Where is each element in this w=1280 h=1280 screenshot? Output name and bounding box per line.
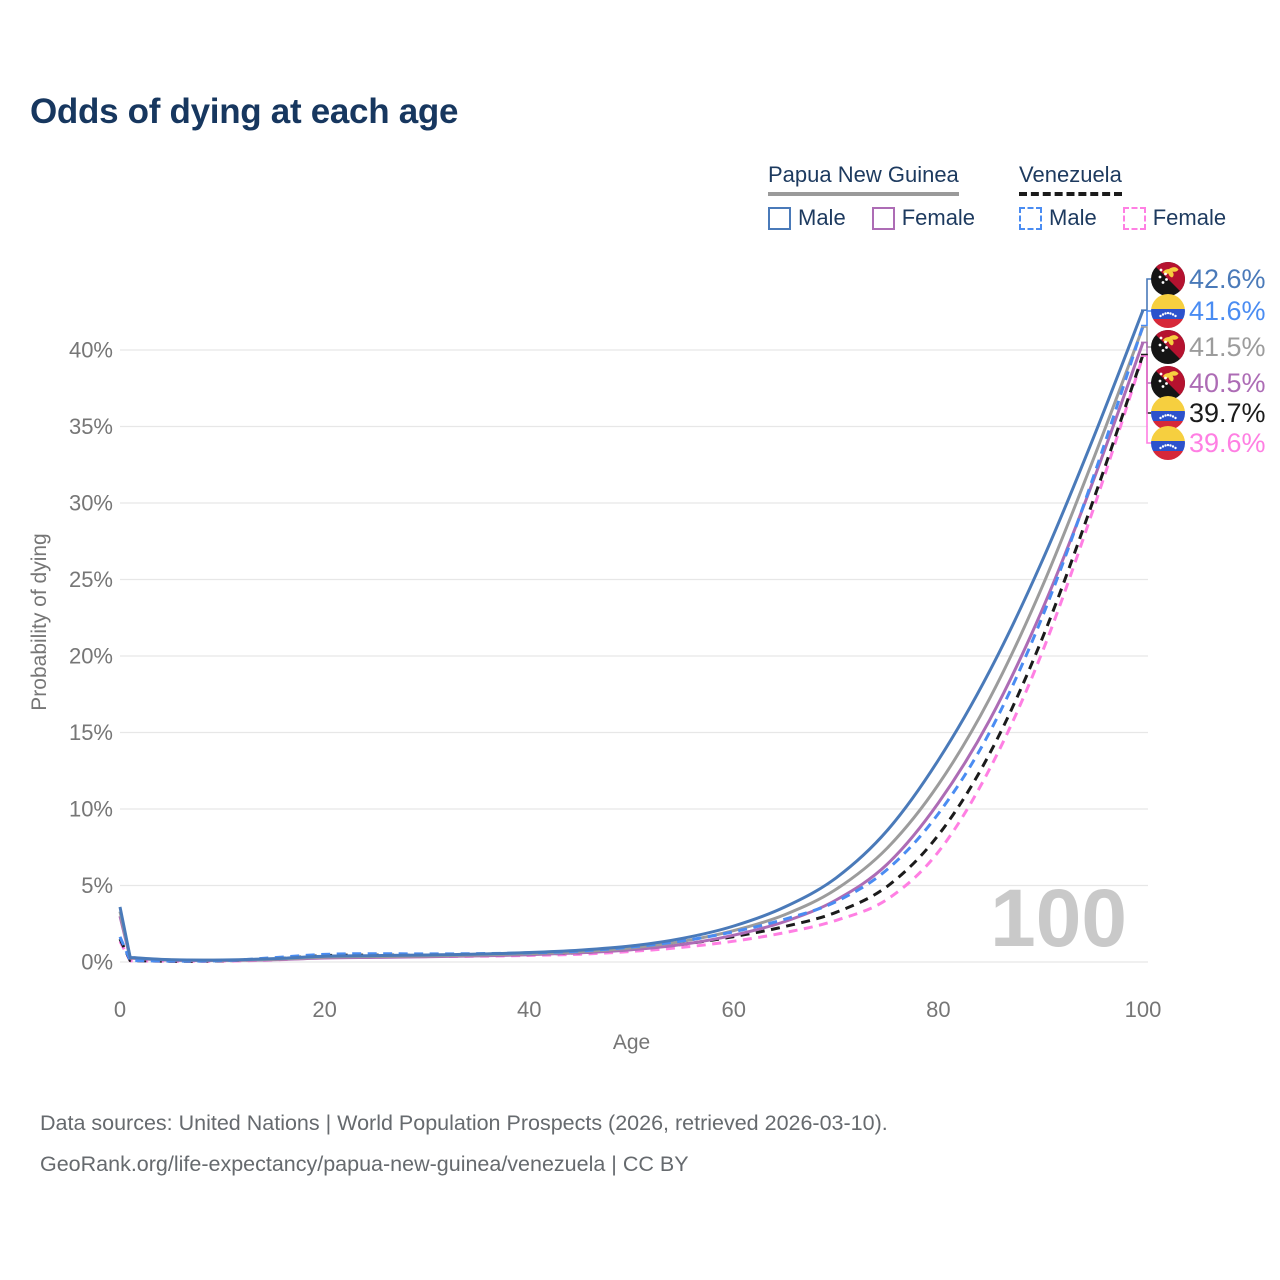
x-tick-label: 20 [312,997,336,1022]
series-line-png-male [118,309,1145,962]
flag-icon-papua-new-guinea [1151,330,1185,364]
age-indicator-watermark: 100 [990,873,1127,964]
y-tick-label: 0% [81,950,113,975]
y-tick-label: 20% [69,644,113,669]
flag-icon-papua-new-guinea [1151,262,1185,296]
legend-swatch-ven-male [1019,206,1043,230]
chart-legend: Papua New Guinea Male Female Venezuela M… [768,162,1226,231]
y-tick-label: 15% [69,720,113,745]
mortality-chart: 0% 5% 10% 15% 20% 25% 30% 35% 40% 0 20 40 60 80 100 Age… [28,262,1266,1054]
x-tick-label: 0 [114,997,126,1022]
x-tick-label: 80 [926,997,950,1022]
y-tick-label: 10% [69,797,113,822]
legend-item-ven-male[interactable]: Male [1019,205,1097,231]
chart-footer: Data sources: United Nations | World Pop… [40,1103,888,1185]
legend-item-label: Female [1152,205,1227,230]
label-connector-ven-female [1141,355,1151,444]
flag-icon-venezuela [1151,396,1185,430]
y-tick-label: 35% [69,414,113,439]
label-connector-png-male [1141,278,1151,311]
legend-item-png-female[interactable]: Female [871,205,976,231]
end-value-label-ven-male: 41.6% [1189,296,1266,326]
x-tick-label: 60 [722,997,746,1022]
x-tick-label: 40 [517,997,541,1022]
legend-swatch-png-male [768,206,791,230]
y-axis-title: Probability of dying [28,533,51,710]
plot-area[interactable] [120,268,1143,962]
label-connector-png-both [1141,326,1151,348]
legend-swatch-png-female [871,206,895,230]
y-tick-label: 40% [69,338,113,363]
flag-icon-venezuela [1151,426,1185,460]
legend-group-venezuela: Venezuela Male Female [1019,162,1226,231]
label-connector-ven-male [1141,310,1151,327]
y-tick-label: 5% [81,873,113,898]
data-sources-line: Data sources: United Nations | World Pop… [40,1111,888,1135]
end-value-label-png-both: 41.5% [1189,332,1266,362]
end-value-label-png-male: 42.6% [1189,264,1266,294]
page-title: Odds of dying at each age [30,92,459,131]
legend-item-ven-female[interactable]: Female [1122,205,1227,231]
legend-item-label: Female [901,205,976,230]
x-axis-title: Age [613,1031,650,1054]
y-tick-label: 30% [69,491,113,516]
legend-item-label: Male [1049,205,1097,230]
legend-country-papua-new-guinea[interactable]: Papua New Guinea [768,162,959,196]
flag-icon-venezuela [1151,294,1185,328]
end-value-label-ven-both: 39.7% [1189,398,1266,428]
legend-group-papua-new-guinea: Papua New Guinea Male Female [768,162,975,231]
legend-item-label: Male [798,205,846,230]
legend-swatch-ven-female [1122,206,1146,230]
end-value-label-ven-female: 39.6% [1189,428,1266,458]
legend-item-png-male[interactable]: Male [768,205,846,231]
attribution-line: GeoRank.org/life-expectancy/papua-new-gu… [40,1152,689,1176]
end-value-label-png-female: 40.5% [1189,368,1266,398]
flag-icon-papua-new-guinea [1151,366,1185,400]
legend-country-venezuela[interactable]: Venezuela [1019,162,1122,196]
x-tick-label: 100 [1125,997,1162,1022]
y-tick-label: 25% [69,567,113,592]
